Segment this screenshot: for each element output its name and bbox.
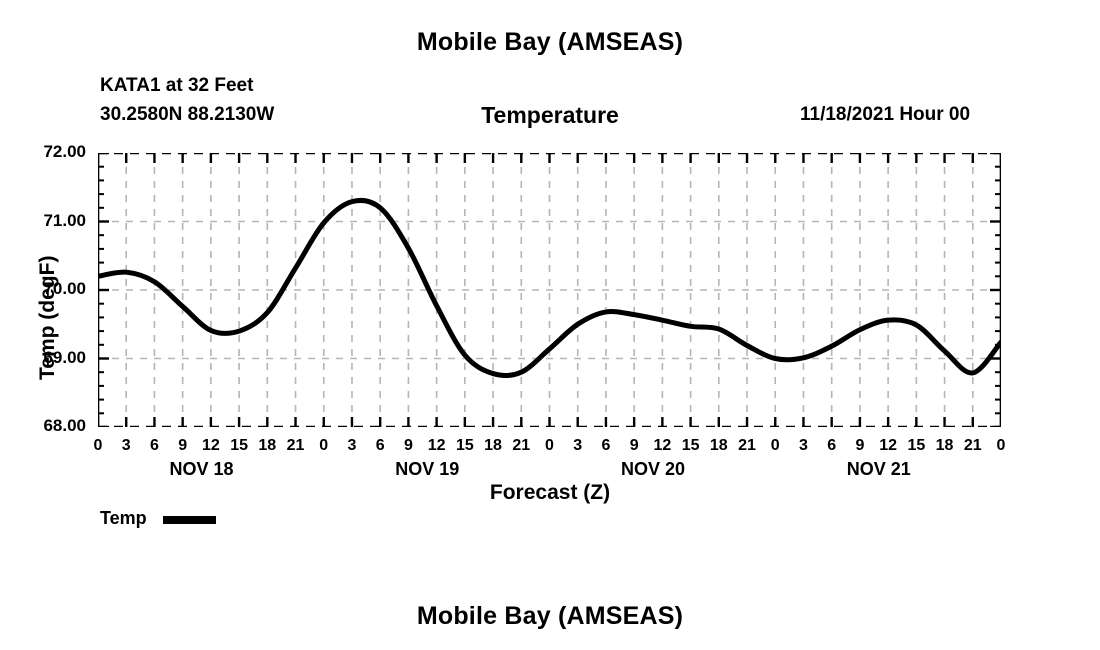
- station-coordinates: 30.2580N 88.2130W: [100, 104, 275, 125]
- day-label: NOV 21: [846, 459, 911, 479]
- x-tick-label: 9: [629, 437, 639, 454]
- x-tick-label: 3: [347, 437, 357, 454]
- x-axis-label: Forecast (Z): [489, 481, 611, 504]
- model-run-time: 11/18/2021 Hour 00: [800, 104, 971, 125]
- chart-subtitle: Temperature: [481, 102, 619, 128]
- day-label: NOV 19: [395, 459, 460, 479]
- x-tick-label: 21: [963, 437, 982, 454]
- plot-area: [98, 153, 1001, 427]
- x-tick-label: 18: [935, 437, 954, 454]
- day-label: NOV 20: [620, 459, 685, 479]
- x-tick-label: 12: [879, 437, 898, 454]
- x-tick-label: 15: [230, 437, 248, 454]
- y-tick-label: 69.00: [43, 347, 86, 367]
- x-tick-label: 21: [286, 437, 305, 454]
- x-tick-label: 18: [709, 437, 728, 454]
- x-tick-label: 21: [738, 437, 756, 454]
- x-tick-label: 12: [653, 437, 672, 454]
- station-info: KATA1 at 32 Feet: [100, 75, 254, 96]
- x-tick-label: 0: [770, 437, 780, 454]
- x-tick-label: 12: [427, 437, 446, 454]
- x-tick-label: 15: [455, 437, 474, 454]
- y-tick-label: 68.00: [43, 416, 86, 435]
- x-tick-label: 6: [375, 437, 385, 454]
- x-tick-label: 18: [484, 437, 502, 454]
- x-tick-label: 15: [907, 437, 926, 454]
- y-tick-label: 70.00: [43, 279, 86, 298]
- x-tick-label: 21: [512, 437, 531, 454]
- x-tick-label: 18: [258, 437, 277, 454]
- chart-svg: [98, 153, 1001, 427]
- x-tick-label: 9: [178, 437, 188, 454]
- y-tick-label: 72.00: [43, 142, 86, 161]
- x-tick-label: 9: [855, 437, 865, 454]
- x-tick-label: 6: [827, 437, 837, 454]
- x-tick-label: 3: [573, 437, 583, 454]
- x-tick-label: 0: [93, 437, 103, 454]
- y-tick-label: 71.00: [43, 210, 86, 230]
- legend-series-label: Temp: [100, 508, 147, 528]
- bottom-title: Mobile Bay (AMSEAS): [416, 602, 684, 630]
- x-tick-label: 0: [545, 437, 554, 454]
- x-tick-label: 6: [149, 437, 159, 454]
- x-tick-label: 0: [996, 437, 1006, 454]
- x-tick-label: 0: [319, 437, 329, 454]
- x-tick-label: 6: [601, 437, 611, 454]
- legend-color-swatch: [163, 516, 216, 524]
- x-tick-label: 12: [201, 437, 220, 454]
- day-label: NOV 18: [169, 459, 234, 479]
- x-tick-label: 9: [403, 437, 413, 454]
- x-tick-label: 3: [121, 437, 131, 454]
- main-title: Mobile Bay (AMSEAS): [416, 28, 684, 56]
- data-series-line: [98, 197, 1001, 378]
- x-tick-label: 3: [799, 437, 808, 454]
- x-tick-label: 15: [681, 437, 700, 454]
